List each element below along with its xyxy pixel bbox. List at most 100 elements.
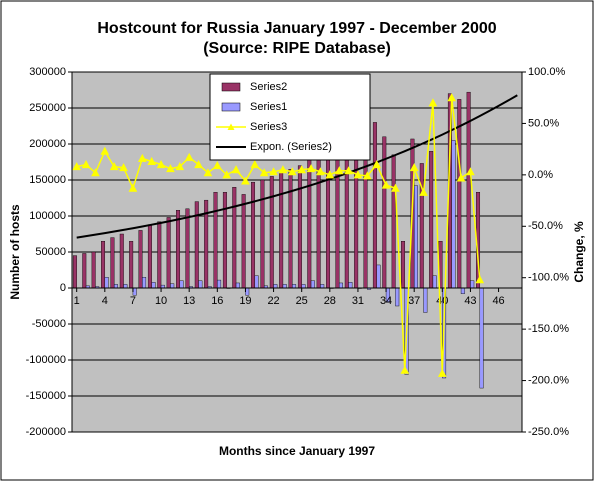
bar [129,240,134,289]
x-tick-label: 1 [74,295,80,307]
bar [301,284,306,289]
x-tick-label: 31 [352,295,364,307]
marker [72,162,82,171]
marker [147,156,157,165]
bar [395,287,400,307]
bar [176,210,181,289]
bar [470,280,475,289]
y-tick-label: 150000 [29,174,66,186]
legend-label: Series1 [250,101,287,113]
x-tick-label: 28 [324,295,336,307]
marker [437,368,447,377]
marker [128,183,138,192]
bar [157,221,162,289]
marker [250,160,260,169]
marker [100,146,110,155]
bar [147,224,152,289]
y-tick-label: 250000 [29,102,66,114]
bar [232,186,237,289]
marker [156,160,166,169]
marker [231,165,241,174]
marker [222,170,232,179]
marker [456,173,466,182]
x-tick-label: 16 [211,295,223,307]
marker [400,365,410,374]
y2-tick-label: 100.0% [528,66,566,78]
x-axis-title: Months since January 1997 [219,444,375,458]
marker [344,166,353,175]
bar [282,284,287,289]
bar [91,251,96,289]
bar [213,192,218,289]
bar [166,217,171,289]
y2-tick-label: -250.0% [528,426,569,438]
bar [254,275,259,289]
marker [353,170,363,179]
bar [297,165,302,289]
y-tick-label: 100000 [29,210,66,222]
marker [91,168,100,177]
marker [447,93,457,102]
bar [307,158,312,289]
x-tick-label: 46 [492,295,504,307]
marker [241,176,250,185]
y-tick-label: -200000 [26,426,66,438]
bar [310,280,315,289]
x-tick-label: 34 [380,295,392,307]
bar [222,192,227,289]
bar [338,282,343,289]
bar [123,284,128,289]
bar [217,279,222,289]
marker [409,163,419,172]
bar [273,284,278,289]
y2-tick-label: 50.0% [528,117,559,129]
x-tick-label: 43 [464,295,476,307]
legend-label: Series3 [250,121,287,133]
bar [401,240,406,289]
bar [170,283,175,289]
y-tick-label: 200000 [29,138,66,150]
bar [413,185,418,289]
marker [372,160,382,169]
x-tick-label: 19 [239,295,251,307]
marker [287,167,297,176]
x-tick-label: 13 [183,295,195,307]
chart-subtitle: (Source: RIPE Database) [203,40,391,57]
bar [142,277,147,289]
y2-tick-label: -50.0% [528,220,563,232]
bar [113,284,118,289]
y-axis-title: Number of hosts [8,204,22,300]
marker [184,152,194,161]
bar [429,150,434,289]
bar [185,208,190,289]
legend-label: Series2 [250,81,287,93]
bar [235,282,240,289]
marker [325,170,335,179]
bar [372,122,377,289]
marker [278,165,288,174]
bar [479,287,484,389]
bar [423,287,428,313]
marker [119,163,128,172]
marker [297,165,307,174]
y2-tick-label: -150.0% [528,323,569,335]
marker [166,164,175,173]
x-tick-label: 10 [155,295,167,307]
y-tick-label: 50000 [35,246,66,258]
bar [376,264,381,289]
bar [348,282,353,289]
bar [419,163,424,289]
bar [198,280,203,289]
bar [288,168,293,289]
marker [475,275,485,284]
marker [175,162,185,171]
marker [419,187,428,196]
marker [81,160,91,169]
marker [428,98,438,107]
bar [72,255,77,289]
y2-tick-label: 0.0% [528,169,553,181]
x-tick-label: 7 [130,295,136,307]
y-tick-label: -100000 [26,354,66,366]
legend-marker [227,123,235,130]
